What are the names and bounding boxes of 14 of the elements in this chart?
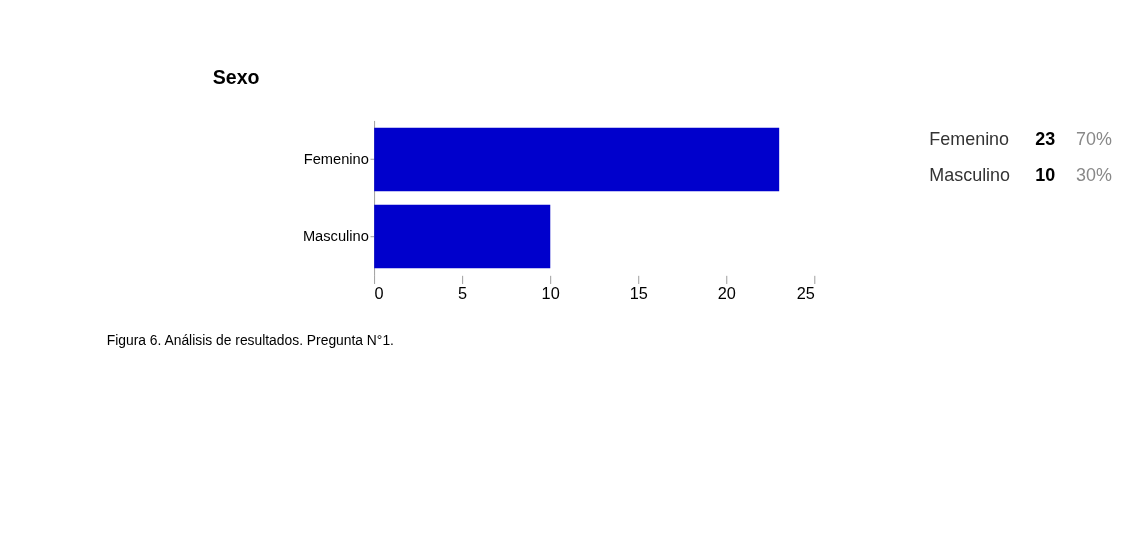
- x-tick-label: 25: [796, 283, 815, 302]
- category-label: Femenino: [929, 128, 1010, 149]
- x-tick-label: 0: [374, 283, 384, 302]
- x-tick-label: 5: [458, 283, 468, 302]
- chart-title: Sexo: [212, 65, 260, 88]
- text: 23: [1035, 128, 1056, 149]
- text: 70%: [1076, 128, 1113, 149]
- text: Figura 6. Análisis de resultados. Pregunta N°1.: [106, 331, 394, 348]
- x-tick-label: 20: [717, 283, 736, 302]
- text: 10: [1035, 165, 1056, 186]
- x-tick-label: 10: [541, 283, 560, 302]
- x-tick-label: 15: [629, 283, 648, 302]
- text: 30%: [1076, 165, 1113, 186]
- category-label: Masculino: [929, 165, 1011, 186]
